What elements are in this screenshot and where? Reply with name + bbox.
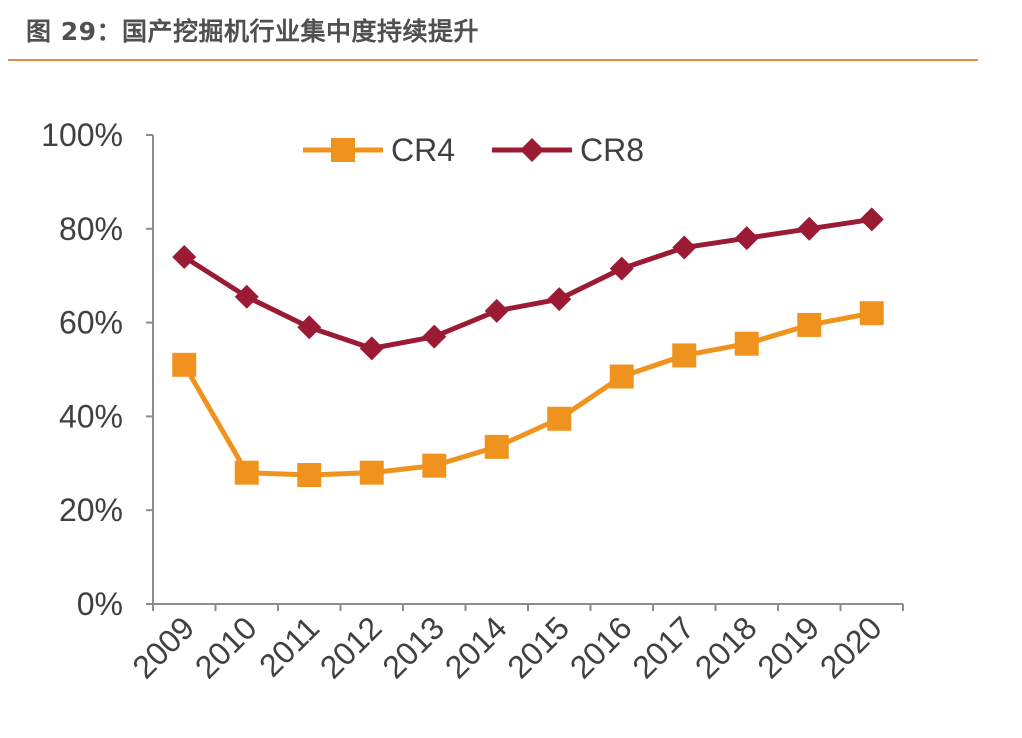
data-point-cr8 [734, 226, 759, 251]
y-axis-ticks: 0% 20% 40% 60% 80% 100% [41, 117, 153, 622]
data-point-cr8 [609, 256, 634, 281]
x-tick-label: 2020 [813, 609, 889, 685]
series-cr4 [172, 301, 884, 488]
x-tick-label: 2015 [500, 609, 576, 685]
data-point-cr4 [172, 352, 197, 377]
data-point-cr4 [797, 312, 822, 337]
series-layer [172, 207, 884, 488]
y-tick-label: 40% [59, 398, 123, 434]
x-tick-label: 2018 [688, 609, 764, 685]
y-tick-label: 20% [59, 492, 123, 528]
y-tick-label: 60% [59, 305, 123, 341]
data-point-cr8 [547, 287, 572, 312]
data-point-cr8 [297, 315, 322, 340]
series-line-cr8 [182, 216, 873, 351]
legend-marker [520, 138, 544, 162]
data-point-cr8 [484, 298, 509, 323]
data-point-cr4 [359, 460, 384, 485]
x-tick-label: 2011 [252, 609, 326, 683]
data-point-cr4 [609, 364, 634, 389]
x-tick-label: 2009 [125, 609, 201, 685]
data-point-cr8 [172, 244, 197, 269]
series-cr8 [172, 207, 884, 361]
x-tick-label: 2017 [625, 609, 701, 685]
x-tick-label: 2010 [188, 609, 264, 685]
data-point-cr4 [297, 463, 322, 488]
legend-label: CR4 [391, 132, 455, 168]
data-point-cr8 [422, 324, 447, 349]
y-tick-label: 80% [59, 211, 123, 247]
legend-item-cr8: CR8 [492, 132, 644, 168]
x-tick-label: 2013 [375, 609, 451, 685]
legend-marker [331, 138, 355, 162]
title-divider [8, 59, 978, 61]
data-point-cr4 [547, 406, 572, 431]
x-tick-label: 2019 [750, 609, 826, 685]
data-point-cr4 [672, 343, 697, 368]
data-point-cr8 [859, 207, 884, 232]
data-point-cr8 [234, 284, 259, 309]
data-point-cr8 [797, 216, 822, 241]
data-point-cr4 [484, 434, 509, 459]
data-point-cr4 [422, 453, 447, 478]
chart-legend: CR4 CR8 [303, 132, 644, 168]
legend-item-cr4: CR4 [303, 132, 455, 168]
data-point-cr4 [734, 331, 759, 356]
x-tick-label: 2014 [438, 609, 514, 685]
chart-axes [152, 135, 903, 605]
x-axis-ticks: 2009201020112012201320142015201620172018… [125, 604, 904, 685]
data-point-cr4 [234, 460, 259, 485]
series-line-cr4 [182, 310, 873, 478]
y-tick-label: 0% [77, 586, 123, 622]
x-tick-label: 2012 [313, 609, 389, 685]
y-tick-label: 100% [41, 117, 123, 153]
figure-title: 图 29：国产挖掘机行业集中度持续提升 [26, 17, 479, 46]
data-point-cr8 [672, 235, 697, 260]
legend-label: CR8 [580, 132, 644, 168]
data-point-cr8 [359, 336, 384, 361]
x-tick-label: 2016 [563, 609, 639, 685]
data-point-cr4 [859, 301, 884, 326]
